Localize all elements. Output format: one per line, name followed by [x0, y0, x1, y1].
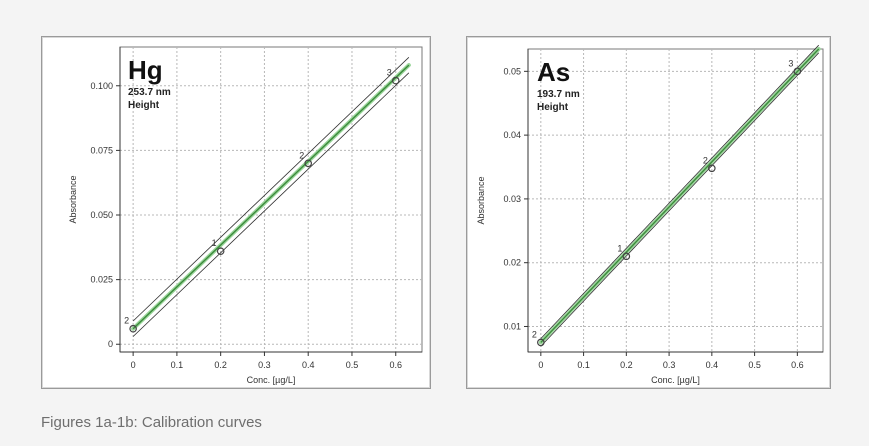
as-calibration-chart: 0 0.1 0.2 0.3 0.4 0.5 0.6 0.01 0.02 0.03 0.04 0.05 C…	[466, 36, 831, 389]
chart-svg: 0 0.1 0.2 0.3 0.4 0.5 0.6 0.01 0.02 0.03 0.04 0.05 C…	[476, 44, 824, 385]
chart-svg: 0 0.1 0.2 0.3 0.4 0.5 0.6 0 0.025 0.050 0.075 0.100…	[68, 46, 423, 385]
y-axis-label: Absorbance	[476, 176, 486, 224]
x-axis-label: Conc. [µg/L]	[247, 375, 296, 385]
x-tick-label: 0.2	[214, 360, 227, 370]
point-label: 3	[387, 68, 392, 78]
y-axis-label: Absorbance	[68, 175, 78, 223]
y-tick-label: 0.02	[503, 258, 521, 268]
x-tick-label: 0.5	[346, 360, 359, 370]
x-tick-label: 0.3	[258, 360, 271, 370]
chart-subtitle: 193.7 nm	[537, 89, 580, 100]
point-label: 2	[299, 150, 304, 160]
figure-caption: Figures 1a-1b: Calibration curves	[41, 414, 262, 431]
y-tick-label: 0.075	[90, 145, 113, 155]
x-tick-label: 0.5	[748, 360, 761, 370]
x-tick-label: 0	[131, 360, 136, 370]
x-tick-label: 0.1	[577, 360, 590, 370]
x-tick-label: 0.1	[171, 360, 184, 370]
chart-title: Hg	[128, 55, 163, 85]
chart-subtitle: Height	[128, 100, 160, 111]
y-tick-label: 0.01	[503, 321, 521, 331]
y-tick-label: 0.03	[503, 194, 521, 204]
y-tick-label: 0.050	[90, 210, 113, 220]
point-label: 1	[617, 243, 622, 253]
chart-subtitle: 253.7 nm	[128, 87, 171, 98]
y-tick-label: 0.100	[90, 81, 113, 91]
hg-calibration-chart: 0 0.1 0.2 0.3 0.4 0.5 0.6 0 0.025 0.050 0.075 0.100…	[41, 36, 431, 389]
y-tick-label: 0.05	[503, 66, 521, 76]
calibration-point	[622, 252, 631, 261]
x-tick-label: 0.2	[620, 360, 633, 370]
calibration-point	[216, 247, 225, 255]
calibration-point	[304, 159, 313, 168]
y-tick-label: 0.04	[503, 130, 521, 140]
calibration-point	[537, 338, 545, 347]
x-tick-label: 0.4	[302, 360, 315, 370]
upper-confidence-line	[132, 57, 410, 322]
point-label: 1	[212, 238, 217, 248]
x-tick-label: 0.6	[389, 360, 402, 370]
x-tick-label: 0.4	[706, 360, 719, 370]
calibration-fit-line	[540, 48, 820, 343]
calibration-point	[129, 324, 137, 333]
point-label: 2	[703, 155, 708, 165]
y-tick-label: 0	[108, 339, 113, 349]
x-axis-label: Conc. [µg/L]	[651, 375, 700, 385]
x-tick-label: 0.3	[663, 360, 676, 370]
calibration-point	[793, 67, 802, 76]
calibration-fit-line	[132, 64, 410, 330]
point-label: 3	[788, 58, 793, 68]
y-tick-label: 0.025	[90, 275, 113, 285]
chart-subtitle: Height	[537, 102, 569, 113]
chart-title: As	[537, 57, 570, 87]
point-label: 2	[124, 316, 129, 326]
point-label: 2	[532, 329, 537, 339]
upper-confidence-line	[540, 44, 820, 339]
calibration-point	[391, 76, 400, 85]
lower-confidence-line	[132, 72, 410, 337]
calibration-point	[708, 164, 716, 173]
lower-confidence-line	[540, 52, 820, 347]
x-tick-label: 0.6	[791, 360, 804, 370]
x-tick-label: 0	[538, 360, 543, 370]
